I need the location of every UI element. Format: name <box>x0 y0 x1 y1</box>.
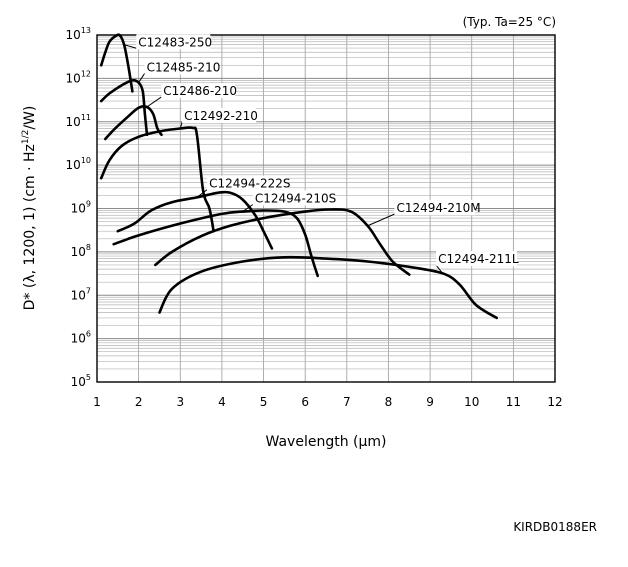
x-tick-label: 7 <box>343 395 351 409</box>
y-tick-base: 10 <box>71 288 86 302</box>
y-tick-label: 1013 <box>66 26 91 42</box>
x-tick-label: 1 <box>93 395 101 409</box>
label-leader-c12494-211l <box>435 264 443 274</box>
y-axis-title-exponent: 1/2 <box>21 130 31 144</box>
label-leader-c12485-210 <box>138 73 146 83</box>
series-line-c12494-211l <box>158 255 498 320</box>
y-tick-base: 10 <box>71 245 86 259</box>
label-leader-c12494-222s <box>196 189 208 198</box>
label-leader-c12492-210 <box>179 121 183 129</box>
y-tick-label: 1011 <box>66 113 91 129</box>
y-tick-label: 109 <box>71 200 91 216</box>
y-tick-label: 108 <box>71 243 91 259</box>
x-tick-labels: 1 2 3 4 5 6 7 8 9 10 11 12 <box>93 395 562 409</box>
series-line-c12492-210 <box>99 126 215 233</box>
x-tick-label: 5 <box>260 395 268 409</box>
y-tick-base: 10 <box>66 115 81 129</box>
condition-note: (Typ. Ta=25 °C) <box>463 15 556 29</box>
y-axis-title-unit: /W) <box>22 106 38 130</box>
label-background-c12486-210 <box>161 83 236 99</box>
y-axis-title-main: D* (λ, 1200, 1) (cm · Hz <box>22 144 38 310</box>
x-tick-label: 9 <box>426 395 434 409</box>
y-axis-title: D* (λ, 1200, 1) (cm · Hz1/2/W) <box>21 106 38 311</box>
y-tick-label: 105 <box>71 373 91 389</box>
y-tick-label: 107 <box>71 286 91 302</box>
y-tick-exponent: 5 <box>86 373 91 382</box>
y-tick-exponent: 11 <box>81 113 91 122</box>
series-label-c12485-210: C12485-210 <box>147 60 221 74</box>
document-code: KIRDB0188ER <box>513 520 597 534</box>
label-leader-c12486-210 <box>146 96 162 108</box>
y-tick-exponent: 10 <box>81 156 91 165</box>
y-tick-label: 1010 <box>66 156 91 172</box>
y-tick-base: 10 <box>66 71 81 85</box>
y-tick-base: 10 <box>71 202 86 216</box>
label-leader-c12483-250 <box>123 44 137 49</box>
label-leader-c12494-210s <box>242 204 254 212</box>
label-background-c12492-210 <box>182 107 257 123</box>
series-line-c12494-210s <box>112 209 319 278</box>
x-tick-label: 8 <box>385 395 393 409</box>
label-background-c12494-210s <box>252 190 334 206</box>
series-label-c12486-210: C12486-210 <box>163 84 237 98</box>
series-label-c12492-210: C12492-210 <box>184 109 258 123</box>
y-tick-exponent: 12 <box>81 69 91 78</box>
series-label-c12494-211l: C12494-211L <box>438 252 519 266</box>
series-label-c12494-210m: C12494-210M <box>396 201 480 215</box>
label-background-c12494-222s <box>207 175 289 191</box>
series-label-c12483-250: C12483-250 <box>138 35 212 49</box>
series-label-c12494-210s: C12494-210S <box>255 192 336 206</box>
y-tick-base: 10 <box>71 332 86 346</box>
plot-frame <box>96 34 556 383</box>
y-tick-exponent: 6 <box>86 330 91 339</box>
x-tick-label: 2 <box>135 395 143 409</box>
y-tick-exponent: 13 <box>81 26 91 35</box>
x-tick-label: 4 <box>218 395 226 409</box>
series-label-c12494-222s: C12494-222S <box>209 177 290 191</box>
x-tick-label: 12 <box>547 395 562 409</box>
x-tick-label: 10 <box>464 395 479 409</box>
series-line-c12483-250 <box>99 33 134 93</box>
x-axis-title: Wavelength (μm) <box>266 434 387 450</box>
y-tick-exponent: 9 <box>86 200 91 209</box>
series-line-c12486-210 <box>104 104 163 141</box>
x-tick-label: 3 <box>176 395 184 409</box>
y-tick-exponent: 7 <box>86 286 91 295</box>
label-leader-c12494-210m <box>367 213 395 227</box>
y-tick-label: 1012 <box>66 69 91 85</box>
x-tick-label: 11 <box>506 395 521 409</box>
y-tick-base: 10 <box>71 375 86 389</box>
y-tick-base: 10 <box>66 158 81 172</box>
label-background-c12494-211l <box>436 251 518 267</box>
series-line-c12494-210m <box>154 208 411 276</box>
label-background-c12485-210 <box>144 59 219 75</box>
y-tick-label: 106 <box>71 330 91 346</box>
y-tick-base: 10 <box>66 28 81 42</box>
series-labels: C12483-250 C12485-210 C12486-210 C12492-210… <box>123 34 519 274</box>
label-background-c12483-250 <box>136 34 211 50</box>
series-line-c12485-210 <box>99 78 149 137</box>
label-background-c12494-210m <box>394 200 476 216</box>
series-group <box>99 33 498 320</box>
x-tick-label: 6 <box>301 395 309 409</box>
y-tick-exponent: 8 <box>86 243 91 252</box>
